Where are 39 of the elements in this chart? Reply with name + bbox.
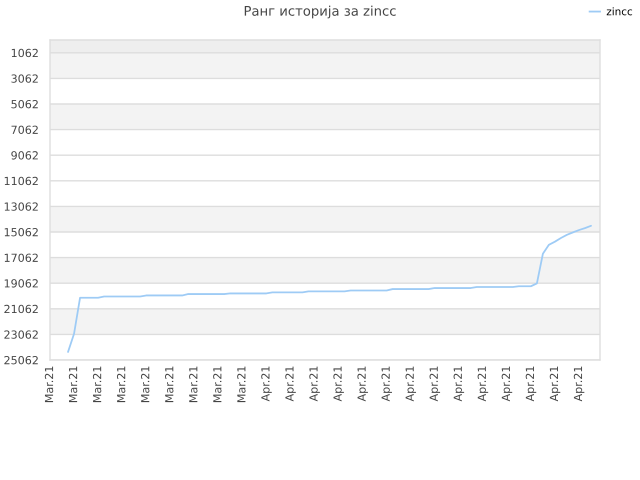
x-tick-label: Apr.21 [454, 366, 464, 402]
y-tick-label: 13062 [4, 202, 38, 211]
x-tick-label: Apr.21 [405, 366, 416, 402]
x-tick-label: Mar.21 [140, 366, 150, 402]
line-series [67, 224, 592, 353]
x-tick-label: Apr.21 [261, 366, 272, 402]
y-tick-label: 11062 [4, 176, 38, 186]
x-tick-label: Mar.21 [92, 366, 102, 402]
x-tick-label: Mar.21 [165, 366, 174, 402]
x-tick-label: Mar.21 [68, 366, 78, 402]
chart-title: Ранг историја за zincc [244, 6, 396, 18]
y-tick-label: 19062 [4, 279, 38, 288]
y-tick-label: 25062 [4, 356, 38, 364]
x-tick-label: Apr.21 [502, 366, 512, 402]
x-tick-label: Mar.21 [116, 366, 126, 402]
x-tick-label: Apr.21 [574, 366, 584, 402]
x-tick-label: Apr.21 [478, 366, 488, 402]
x-tick-label: Apr.21 [333, 366, 344, 402]
y-tick-label: 17062 [4, 254, 38, 262]
x-tick-label: Apr.21 [357, 366, 368, 402]
y-tick-label: 7062 [12, 126, 38, 134]
x-tick-label: Apr.21 [309, 366, 320, 402]
x-tick-label: Mar.21 [189, 366, 198, 402]
y-tick-label: 5062 [11, 100, 38, 108]
x-tick-label: Mar.21 [213, 366, 222, 402]
y-tick-label: 1062 [12, 48, 38, 58]
x-tick-label: Apr.21 [430, 366, 440, 402]
x-tick-label: Mar.21 [237, 366, 246, 402]
y-tick-label: 23062 [4, 330, 38, 339]
y-tick-label: 21062 [4, 304, 38, 314]
legend-label: zincc [606, 7, 632, 16]
y-tick-label: 3062 [11, 74, 38, 83]
x-tick-label: Mar.21 [44, 366, 54, 402]
x-tick-label: Apr.21 [550, 366, 560, 402]
x-tick-label: Apr.21 [381, 366, 392, 402]
x-tick-label: Apr.21 [285, 366, 296, 402]
y-tick-label: 15062 [4, 228, 38, 236]
x-tick-label: Apr.21 [526, 366, 536, 402]
y-tick-label: 9062 [11, 151, 38, 160]
